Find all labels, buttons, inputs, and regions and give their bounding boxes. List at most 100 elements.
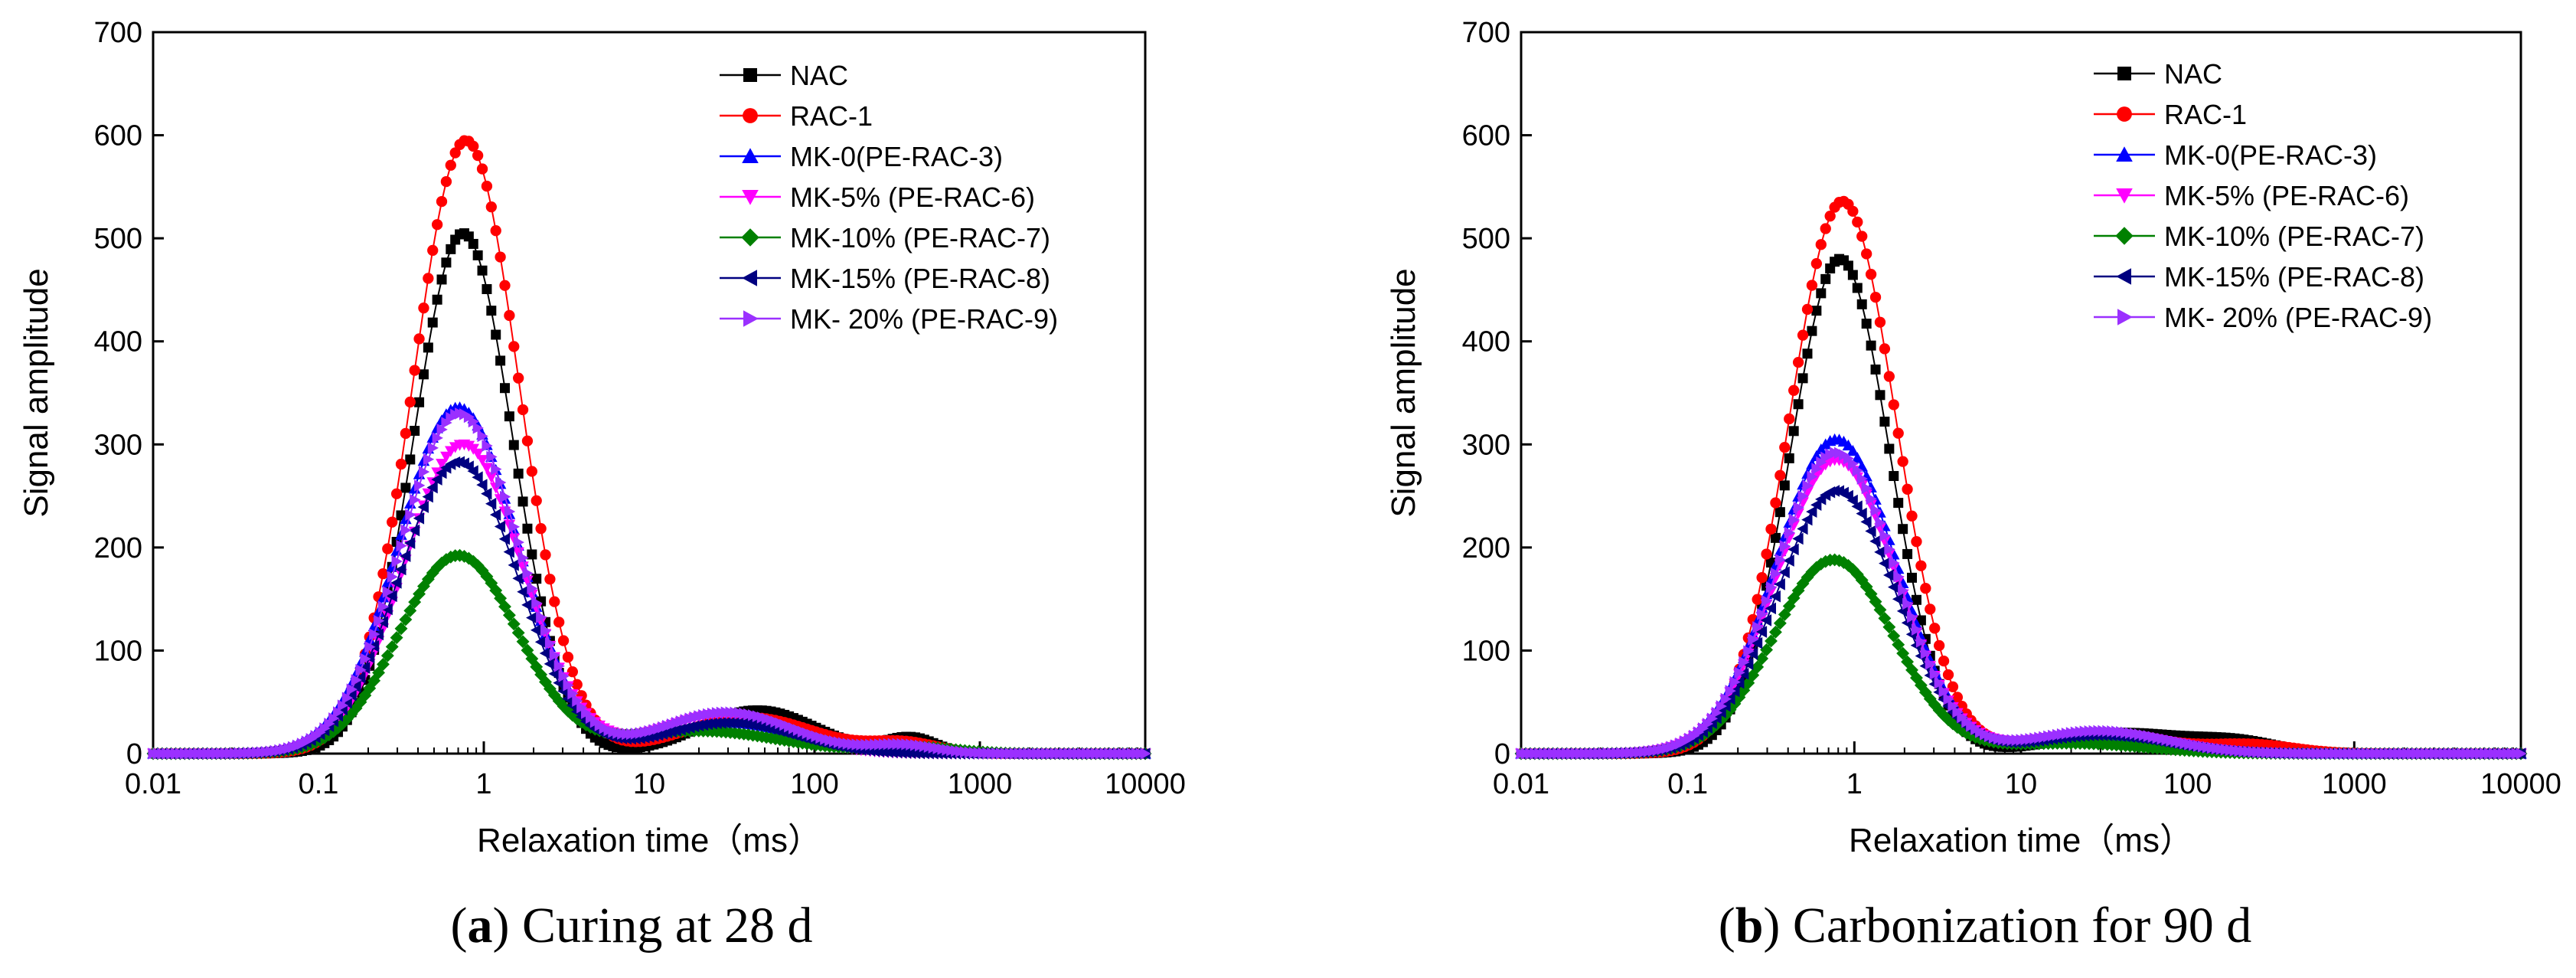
data-point bbox=[337, 699, 349, 711]
data-point bbox=[1892, 638, 1905, 652]
data-point bbox=[1861, 482, 1872, 495]
data-point bbox=[522, 567, 534, 580]
data-point bbox=[566, 666, 579, 678]
data-point bbox=[1947, 681, 1959, 692]
y-tick-label: 400 bbox=[94, 326, 142, 358]
data-point bbox=[1792, 532, 1804, 545]
data-point bbox=[1892, 593, 1904, 606]
data-point bbox=[1911, 623, 1923, 636]
y-axis: 0 100 200 300 400 500 600 700 bbox=[94, 17, 164, 770]
data-point bbox=[423, 273, 434, 284]
data-point bbox=[1943, 693, 1954, 705]
data-point bbox=[1756, 572, 1768, 584]
data-point bbox=[1870, 504, 1882, 517]
legend-label: MK-15% (PE-RAC-8) bbox=[790, 263, 1050, 294]
data-point bbox=[522, 523, 533, 534]
data-point bbox=[468, 140, 479, 152]
legend-marker bbox=[742, 148, 759, 163]
data-point bbox=[1869, 291, 1882, 303]
data-point bbox=[1866, 340, 1876, 351]
data-point bbox=[1760, 643, 1774, 656]
data-point bbox=[1842, 439, 1855, 451]
data-point bbox=[396, 539, 407, 552]
data-point bbox=[1915, 636, 1928, 648]
data-point bbox=[1765, 523, 1777, 535]
legend-marker bbox=[2117, 67, 2131, 80]
data-point bbox=[385, 639, 399, 653]
data-point bbox=[377, 600, 390, 613]
data-point bbox=[548, 667, 560, 680]
data-point bbox=[1807, 470, 1818, 483]
data-point bbox=[481, 487, 492, 500]
data-point bbox=[1760, 614, 1772, 626]
data-point bbox=[1784, 453, 1794, 463]
data-point bbox=[498, 532, 510, 545]
data-point bbox=[563, 679, 574, 692]
legend-item: MK-0(PE-RAC-3) bbox=[720, 141, 1003, 172]
data-point bbox=[472, 422, 484, 434]
data-point bbox=[521, 599, 533, 611]
data-point bbox=[360, 653, 371, 666]
data-point bbox=[472, 149, 484, 162]
caption-text: Carbonization for 90 d bbox=[1793, 898, 2251, 953]
data-point bbox=[504, 309, 515, 322]
data-point bbox=[1810, 561, 1823, 574]
data-point bbox=[350, 680, 361, 693]
data-point bbox=[1938, 685, 1950, 698]
data-point bbox=[1942, 669, 1954, 681]
legend-label: MK-5% (PE-RAC-6) bbox=[790, 182, 1035, 213]
data-point bbox=[1898, 584, 1909, 597]
data-point bbox=[1879, 557, 1890, 570]
data-point bbox=[476, 455, 488, 466]
data-point bbox=[1788, 513, 1800, 526]
data-point bbox=[472, 471, 483, 484]
data-point bbox=[405, 509, 416, 522]
legend-label: RAC-1 bbox=[790, 100, 873, 132]
data-point bbox=[1743, 645, 1755, 658]
data-point bbox=[499, 490, 511, 503]
x-tick-label: 1000 bbox=[2322, 768, 2387, 800]
data-point bbox=[1766, 581, 1778, 594]
legend-marker bbox=[743, 310, 759, 327]
caption-letter: a bbox=[468, 898, 493, 953]
data-point bbox=[403, 537, 416, 549]
data-point bbox=[527, 582, 538, 595]
data-point bbox=[525, 652, 539, 666]
data-point bbox=[1770, 497, 1781, 509]
data-point bbox=[1893, 571, 1905, 583]
series-group bbox=[1514, 195, 2528, 760]
y-tick-label: 700 bbox=[94, 17, 142, 49]
data-point bbox=[1797, 522, 1808, 535]
legend-marker bbox=[2116, 188, 2133, 204]
data-point bbox=[436, 424, 448, 436]
data-point bbox=[1898, 524, 1908, 535]
data-point bbox=[544, 658, 555, 670]
data-point bbox=[382, 586, 394, 598]
data-point bbox=[517, 404, 529, 416]
data-point bbox=[1778, 566, 1790, 579]
data-point bbox=[1742, 658, 1754, 670]
data-point bbox=[499, 383, 510, 394]
data-point bbox=[1751, 660, 1765, 674]
data-point bbox=[1801, 303, 1814, 316]
data-point bbox=[1815, 239, 1827, 250]
data-point bbox=[1810, 258, 1823, 270]
data-point bbox=[1846, 494, 1858, 507]
data-point bbox=[1960, 726, 1974, 740]
data-point bbox=[446, 244, 456, 254]
y-tick-label: 400 bbox=[1462, 326, 1510, 358]
data-point bbox=[684, 721, 695, 734]
legend-item: MK-5% (PE-RAC-6) bbox=[2094, 180, 2409, 211]
x-tick-label: 1 bbox=[475, 768, 491, 800]
data-point bbox=[1783, 554, 1794, 567]
legend-item: MK-5% (PE-RAC-6) bbox=[720, 182, 1035, 213]
data-point bbox=[1768, 625, 1782, 639]
x-axis-title: Relaxation time（ms） bbox=[477, 822, 821, 859]
data-point bbox=[427, 317, 438, 328]
data-point bbox=[494, 591, 508, 605]
data-point bbox=[418, 303, 429, 314]
data-point bbox=[1856, 473, 1869, 485]
y-axis-title: Signal amplitude bbox=[18, 268, 55, 517]
data-point bbox=[1852, 283, 1863, 293]
y-tick-label: 100 bbox=[1462, 635, 1510, 667]
